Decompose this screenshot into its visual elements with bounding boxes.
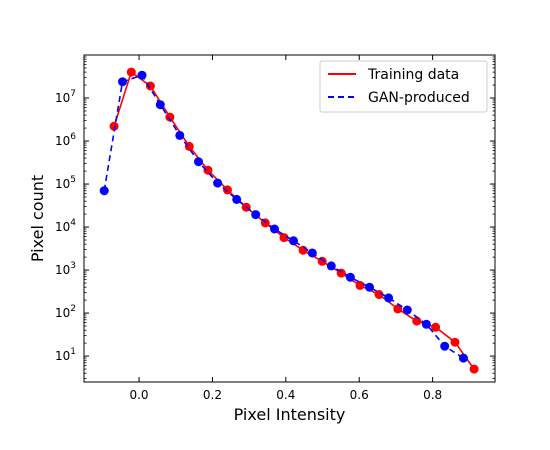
data-point-gan [384,293,394,303]
y-tick-label-base: 10 [55,306,70,320]
y-tick-label-exponent: 2 [70,304,76,314]
legend: Training data GAN-produced [319,60,488,113]
legend-label-training: Training data [367,67,459,83]
y-tick-label-exponent: 1 [70,347,76,357]
data-point-gan [232,194,242,204]
data-point-training [126,67,136,77]
data-point-gan [345,272,355,282]
x-tick-label: 0.8 [423,388,442,402]
series-line-gan [103,74,464,359]
data-point-training [165,112,175,122]
series-layer [99,67,479,374]
data-point-gan [326,261,336,271]
data-point-gan [155,100,165,110]
y-tick-label-exponent: 7 [70,89,76,99]
x-tick-label: 0.2 [203,388,222,402]
y-tick-label-exponent: 4 [70,218,76,228]
data-point-training [412,316,422,326]
data-point-gan [251,210,261,220]
x-tick-label: 0.0 [129,388,148,402]
data-point-training [355,280,365,290]
y-tick-label: 105 [55,175,76,191]
x-axis-label: Pixel Intensity [234,405,346,424]
y-tick-label-base: 10 [55,177,70,191]
data-point-gan [213,178,223,188]
y-tick-label-base: 10 [55,91,70,105]
data-point-training [203,165,213,175]
data-point-gan [289,236,298,246]
y-tick-label: 106 [55,132,76,148]
plot-frame [83,54,496,383]
data-point-training [317,256,327,266]
data-point-gan [194,157,203,167]
x-tick-label: 0.6 [350,388,369,402]
y-tick-label: 103 [55,261,76,277]
data-point-gan [175,130,185,140]
data-point-training [469,364,479,374]
data-point-training [450,337,460,347]
data-point-training [109,121,119,131]
x-tick-label: 0.4 [276,388,295,402]
data-point-training [223,185,232,195]
data-point-gan [270,224,279,234]
y-tick-label-base: 10 [55,263,70,277]
data-point-gan [365,282,374,292]
y-tick-label: 102 [55,304,76,320]
data-point-training [184,141,194,151]
data-point-training [374,290,384,299]
data-point-gan [137,70,147,80]
y-tick-label-base: 10 [55,220,70,234]
y-tick-label-base: 10 [55,349,70,363]
y-tick-label-exponent: 5 [70,175,76,185]
y-tick-label-exponent: 6 [70,132,76,142]
y-tick-label-base: 10 [55,134,70,148]
data-point-gan [421,319,431,329]
y-tick-label-exponent: 3 [70,261,76,271]
data-point-gan [118,77,127,87]
data-point-training [393,304,403,314]
data-point-gan [402,305,412,315]
y-tick-label: 107 [55,89,76,105]
data-point-gan [458,353,468,363]
y-tick-label: 104 [55,218,76,234]
legend-box [319,60,488,113]
y-axis-label: Pixel count [28,175,47,262]
y-tick-label: 101 [55,347,76,363]
data-point-gan [440,341,450,351]
data-point-gan [99,186,109,196]
legend-label-gan: GAN-produced [368,90,470,106]
data-point-gan [307,248,317,258]
data-point-training [279,233,289,243]
data-point-training [431,322,441,332]
